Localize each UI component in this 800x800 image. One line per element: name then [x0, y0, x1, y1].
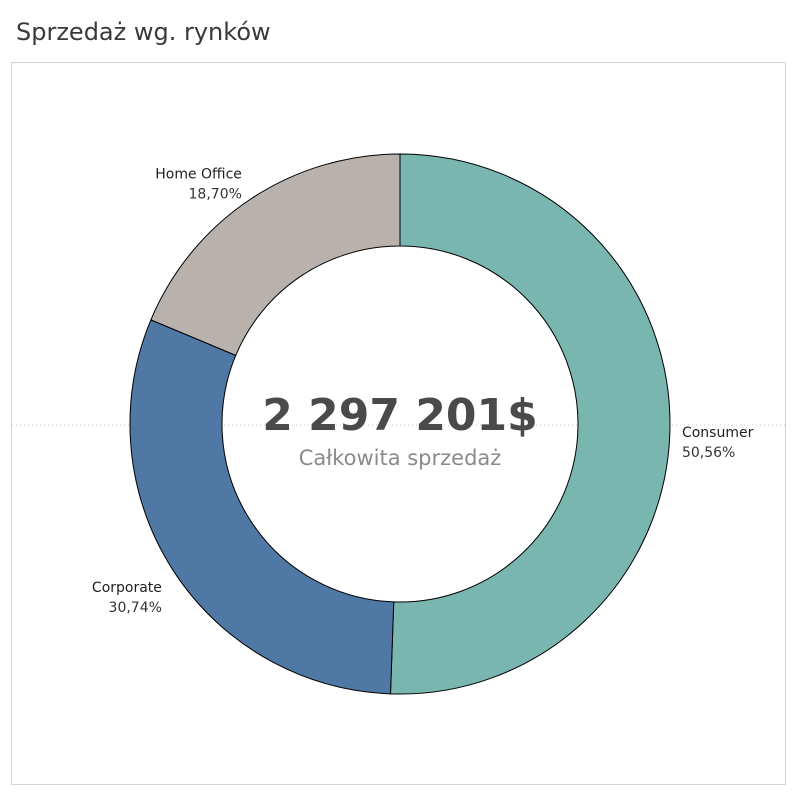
- slice-percent-consumer: 50,56%: [682, 445, 735, 461]
- slice-home-office[interactable]: [150, 153, 401, 357]
- donut-slices: [129, 153, 671, 695]
- slice-labels: Consumer 50,56% Corporate 30,74% Home Office…: [92, 167, 754, 616]
- total-sales-value: 2 297 201$: [262, 390, 538, 441]
- slice-corporate[interactable]: [129, 319, 395, 695]
- slice-label-corporate: Corporate: [92, 580, 162, 596]
- slice-label-home-office: Home Office: [155, 167, 242, 183]
- slice-percent-home-office: 18,70%: [189, 187, 242, 203]
- slice-label-consumer: Consumer: [682, 425, 754, 441]
- chart-title: Sprzedaż wg. rynków: [16, 18, 271, 46]
- slice-percent-corporate: 30,74%: [109, 600, 162, 616]
- total-sales-label: Całkowita sprzedaż: [299, 446, 502, 470]
- slice-consumer[interactable]: [389, 153, 671, 695]
- chart-panel: [11, 62, 786, 785]
